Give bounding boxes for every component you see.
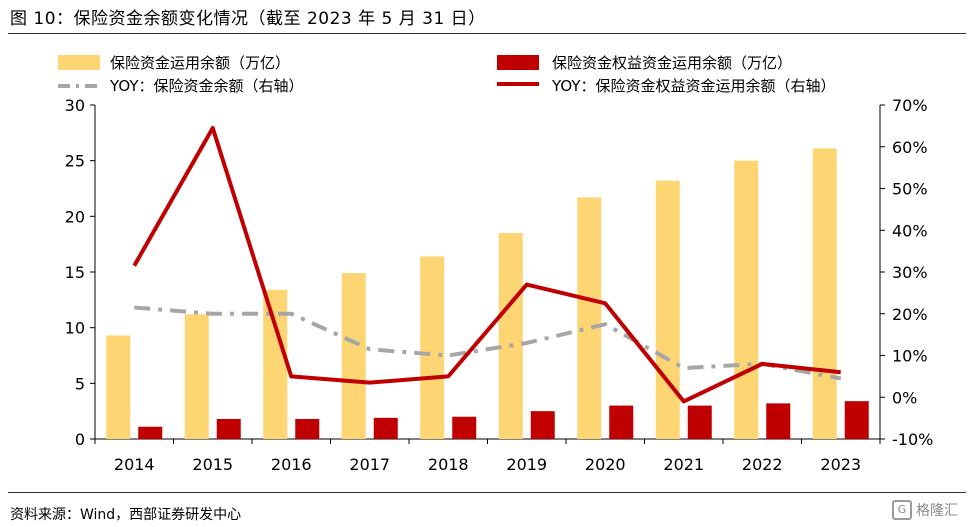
right-tick-label: 40% xyxy=(892,221,928,240)
bar-s1 xyxy=(734,160,759,439)
left-tick-label: 0 xyxy=(75,430,85,449)
x-tick-label: 2019 xyxy=(506,455,547,474)
legend-label-s3: YOY：保险资金余额（右轴） xyxy=(109,77,304,95)
watermark: G 格隆汇 xyxy=(892,500,958,520)
right-tick-label: 0% xyxy=(892,388,917,407)
left-tick-label: 30 xyxy=(65,96,85,115)
left-tick-label: 15 xyxy=(65,263,85,282)
legend-label-s4: YOY：保险资金权益资金运用余额（右轴） xyxy=(551,77,836,95)
x-tick-label: 2015 xyxy=(192,455,233,474)
legend: 保险资金运用余额（万亿） 保险资金权益资金运用余额（万亿） YOY：保险资金余额… xyxy=(58,54,836,95)
bar-s1 xyxy=(498,233,523,439)
right-tick-label: 20% xyxy=(892,305,928,324)
right-tick-label: 60% xyxy=(892,138,928,157)
bar-s1 xyxy=(184,314,209,439)
top-divider xyxy=(8,33,966,34)
line-s4 xyxy=(132,125,841,404)
bar-s2 xyxy=(452,416,477,439)
x-tick-label: 2017 xyxy=(349,455,390,474)
left-tick-label: 20 xyxy=(65,207,85,226)
right-tick-label: 10% xyxy=(892,347,928,366)
x-tick-label: 2014 xyxy=(114,455,155,474)
combo-chart: 保险资金运用余额（万亿） 保险资金权益资金运用余额（万亿） YOY：保险资金余额… xyxy=(58,54,934,474)
bar-s2 xyxy=(609,405,634,439)
bar-s2 xyxy=(844,401,869,439)
source-note: 资料来源：Wind，西部证券研发中心 xyxy=(10,507,242,523)
plot-area: 0 5 10 15 20 25 30 -10% 0% 10% 20% 30% 40% 50% 60% 70% 2… xyxy=(65,96,934,474)
bar-s2 xyxy=(373,417,398,439)
brand-name: 格隆汇 xyxy=(916,503,958,519)
left-tick-label: 25 xyxy=(65,152,85,171)
bar-s2 xyxy=(295,418,320,439)
x-tick-label: 2016 xyxy=(271,455,312,474)
right-tick-label: 70% xyxy=(892,96,928,115)
right-tick-label: 30% xyxy=(892,263,928,282)
right-tick-label: 50% xyxy=(892,180,928,199)
right-tick-label: -10% xyxy=(892,430,933,449)
x-tick-label: 2023 xyxy=(820,455,861,474)
line-s3 xyxy=(134,305,842,381)
legend-swatch-s2 xyxy=(497,55,539,70)
bar-s1 xyxy=(577,197,602,439)
brand-logo-icon: G xyxy=(892,500,912,520)
x-tick-label: 2021 xyxy=(663,455,704,474)
legend-label-s1: 保险资金运用余额（万亿） xyxy=(110,54,290,72)
legend-swatch-s1 xyxy=(58,55,100,70)
bar-s1 xyxy=(341,273,366,439)
bar-s2 xyxy=(687,405,712,439)
x-tick-label: 2020 xyxy=(585,455,626,474)
bar-s2 xyxy=(216,418,241,439)
bar-s2 xyxy=(530,411,555,439)
bar-s1 xyxy=(812,148,837,440)
figure-title: 图 10：保险资金余额变化情况（截至 2023 年 5 月 31 日） xyxy=(10,9,486,29)
bar-s2 xyxy=(138,426,163,439)
bottom-divider xyxy=(8,492,966,493)
x-tick-label: 2022 xyxy=(742,455,783,474)
bar-s2 xyxy=(766,403,791,439)
left-tick-label: 5 xyxy=(75,374,85,393)
legend-label-s2: 保险资金权益资金运用余额（万亿） xyxy=(552,54,792,72)
x-tick-label: 2018 xyxy=(428,455,469,474)
left-tick-label: 10 xyxy=(65,319,85,338)
bar-s1 xyxy=(655,180,680,439)
bar-s1 xyxy=(106,335,131,439)
bar-s1 xyxy=(420,256,445,439)
